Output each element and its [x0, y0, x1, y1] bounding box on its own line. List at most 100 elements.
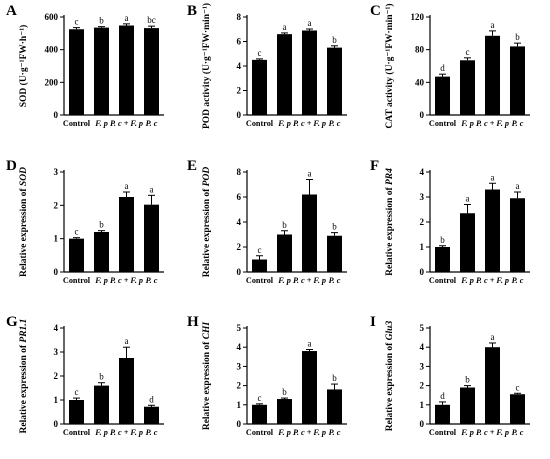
significance-label: bc [147, 15, 156, 25]
panel-letter: B [187, 3, 197, 19]
bar [277, 34, 292, 115]
bar [144, 28, 159, 115]
bar [510, 46, 525, 115]
significance-label: d [440, 391, 445, 401]
category-label: P. c + F. p [110, 119, 143, 128]
significance-label: a [125, 13, 129, 23]
bar [435, 247, 450, 272]
y-tick-label: 0 [420, 267, 425, 277]
y-tick-label: 6 [237, 192, 242, 202]
y-tick-label: 4 [237, 61, 242, 71]
significance-label: c [75, 387, 79, 397]
bar [277, 234, 292, 272]
bar [94, 232, 109, 272]
y-tick-label: 0 [420, 110, 425, 120]
category-label: Control [429, 428, 457, 437]
category-label: P. c + F. p [476, 119, 509, 128]
bar [252, 404, 267, 424]
bar [119, 197, 134, 272]
y-tick-label: 2 [420, 381, 425, 391]
y-tick-label: 0 [237, 419, 242, 429]
y-tick-label: 4 [237, 342, 242, 352]
y-axis-label: Relative expression of SOD [19, 167, 29, 277]
panel-f: F Relative expression of PR4 0 1 2 3 4 b Control… [370, 158, 530, 285]
category-label: Control [246, 428, 274, 437]
bar [277, 399, 292, 424]
y-tick-label: 4 [54, 323, 59, 333]
y-tick-label: 40 [415, 77, 425, 87]
bar [460, 213, 475, 272]
category-label: Control [429, 276, 457, 285]
significance-label: b [332, 222, 337, 232]
bar [119, 358, 134, 424]
y-tick-label: 5 [237, 323, 242, 333]
significance-label: a [125, 336, 129, 346]
panel-letter: G [6, 314, 18, 330]
y-tick-label: 4 [420, 342, 425, 352]
significance-label: b [465, 375, 470, 385]
y-tick-label: 4 [420, 167, 425, 177]
gene-name: SOD [19, 167, 29, 186]
bar [460, 60, 475, 115]
bar [485, 35, 500, 115]
bar [435, 404, 450, 424]
bar [327, 235, 342, 272]
category-label: P. c + F. p [476, 428, 509, 437]
y-tick-label: 5 [420, 323, 425, 333]
category-label: Control [246, 119, 274, 128]
bar [302, 351, 317, 424]
y-tick-label: 3 [420, 192, 425, 202]
category-label: F. p [460, 119, 474, 128]
y-tick-label: 80 [415, 45, 425, 55]
significance-label: b [332, 373, 337, 383]
y-axis-label: Relative expression of Glu3 [385, 321, 395, 432]
y-axis-label: POD activity (U·g⁻¹FW·min⁻¹) [201, 3, 212, 129]
significance-label: d [149, 394, 154, 404]
panel-letter: C [370, 3, 381, 19]
y-tick-label: 8 [237, 167, 242, 177]
y-axis-label: Relative expression of CHI [202, 322, 212, 431]
category-label: Control [63, 276, 91, 285]
category-label: Control [429, 119, 457, 128]
category-label: P. c [146, 276, 158, 285]
y-tick-label: 2 [237, 242, 242, 252]
bar [327, 47, 342, 115]
panel-letter: A [6, 3, 17, 19]
significance-label: a [491, 172, 495, 182]
y-tick-label: 1 [420, 400, 425, 410]
panel-b: B POD activity (U·g⁻¹FW·min⁻¹) 0 2 4 6 8 c Contr… [187, 3, 347, 129]
significance-label: c [258, 245, 262, 255]
category-label: F. p [460, 428, 474, 437]
y-tick-label: 6 [237, 37, 242, 47]
bar [485, 189, 500, 272]
bar [252, 259, 267, 272]
significance-label: b [440, 235, 445, 245]
significance-label: d [440, 63, 445, 73]
panel-letter: E [187, 158, 197, 174]
category-label: P. c [512, 276, 524, 285]
y-tick-label: 1 [54, 234, 59, 244]
significance-label: a [308, 169, 312, 179]
panel-letter: D [6, 158, 17, 174]
y-tick-label: 0 [420, 419, 425, 429]
category-label: F. p [277, 119, 291, 128]
y-tick-label: 1 [420, 242, 425, 252]
bar [69, 238, 84, 272]
significance-label: c [75, 227, 79, 237]
panel-letter: H [187, 314, 199, 330]
panel-letter: F [370, 158, 379, 174]
y-tick-label: 400 [45, 45, 59, 55]
y-tick-label: 1 [54, 395, 59, 405]
significance-label: a [283, 22, 287, 32]
category-label: P. c + F. p [110, 276, 143, 285]
bar [94, 27, 109, 115]
bar [510, 394, 525, 424]
y-axis-label: Relative expression of PR1.1 [19, 319, 29, 434]
category-label: P. c [512, 119, 524, 128]
y-tick-label: 0 [237, 110, 242, 120]
category-label: P. c + F. p [293, 428, 326, 437]
bar [510, 198, 525, 272]
bar [302, 194, 317, 272]
